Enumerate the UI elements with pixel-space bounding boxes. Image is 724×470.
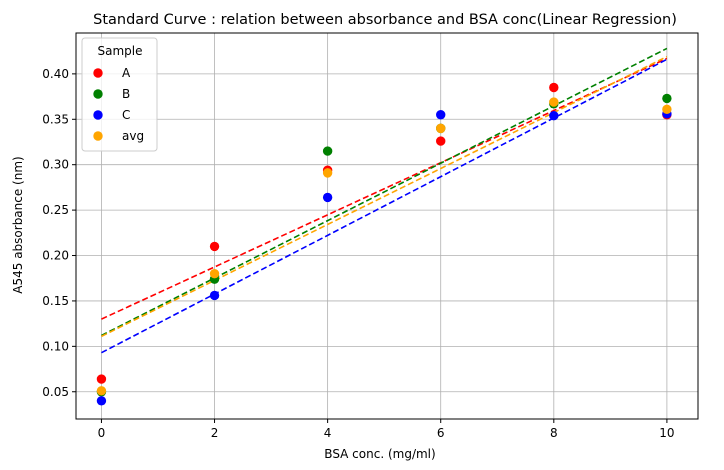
y-tick-label: 0.35: [42, 112, 69, 126]
data-point-A: [96, 374, 107, 384]
y-tick-label: 0.25: [42, 203, 69, 217]
y-tick-label: 0.20: [42, 249, 69, 263]
legend-marker-B: [93, 89, 103, 99]
legend-label-C: C: [122, 108, 130, 122]
x-tick-label: 6: [437, 426, 445, 440]
legend-marker-A: [93, 68, 103, 78]
data-point-avg: [549, 97, 559, 107]
regression-lines: [101, 47, 668, 354]
legend-box: [81, 37, 158, 152]
legend-label-avg: avg: [122, 129, 144, 143]
y-tick-label: 0.15: [42, 294, 69, 308]
data-point-C: [209, 290, 220, 301]
y-tick-label: 0.40: [42, 67, 69, 81]
x-tick-label: 8: [550, 426, 558, 440]
legend-label-A: A: [122, 66, 131, 80]
legend-marker-avg: [93, 131, 103, 141]
y-tick-label: 0.30: [42, 158, 69, 172]
x-axis-label: BSA conc. (mg/ml): [324, 447, 435, 461]
legend-title: Sample: [98, 44, 143, 58]
legend-marker-C: [93, 110, 103, 120]
data-point-A: [549, 82, 559, 93]
legend-label-B: B: [122, 87, 130, 101]
data-point-A: [436, 136, 446, 146]
data-point-avg: [662, 104, 672, 114]
data-point-B: [662, 93, 672, 104]
plot-frame: [75, 32, 699, 420]
x-tick-label: 2: [211, 426, 219, 440]
regression-line-C: [101, 58, 668, 354]
y-tick-label: 0.10: [42, 339, 69, 353]
data-point-B: [322, 146, 333, 156]
axis-ticks: 0 2 4 6 8 10 0.05 0.10 0.15 0.20 0.25 0.30 0.35 0.40: [42, 67, 674, 440]
regression-line-B: [101, 47, 668, 337]
data-point-C: [322, 192, 333, 203]
chart-title: Standard Curve : relation between absorb…: [93, 12, 677, 28]
data-point-avg: [436, 123, 446, 134]
y-tick-label: 0.05: [42, 385, 69, 399]
data-points: [96, 82, 672, 406]
data-point-C: [549, 110, 559, 121]
x-tick-label: 10: [659, 426, 674, 440]
x-tick-label: 4: [324, 426, 332, 440]
data-point-avg: [209, 268, 220, 279]
data-point-C: [436, 110, 446, 120]
y-axis-label: A545 absorbance (nm): [11, 156, 25, 293]
data-point-A: [209, 241, 220, 252]
regression-line-A: [101, 57, 668, 320]
data-point-C: [96, 396, 107, 406]
regression-line-avg: [101, 55, 668, 338]
data-point-avg: [322, 168, 333, 178]
x-tick-label: 0: [98, 426, 106, 440]
data-point-avg: [96, 386, 107, 396]
